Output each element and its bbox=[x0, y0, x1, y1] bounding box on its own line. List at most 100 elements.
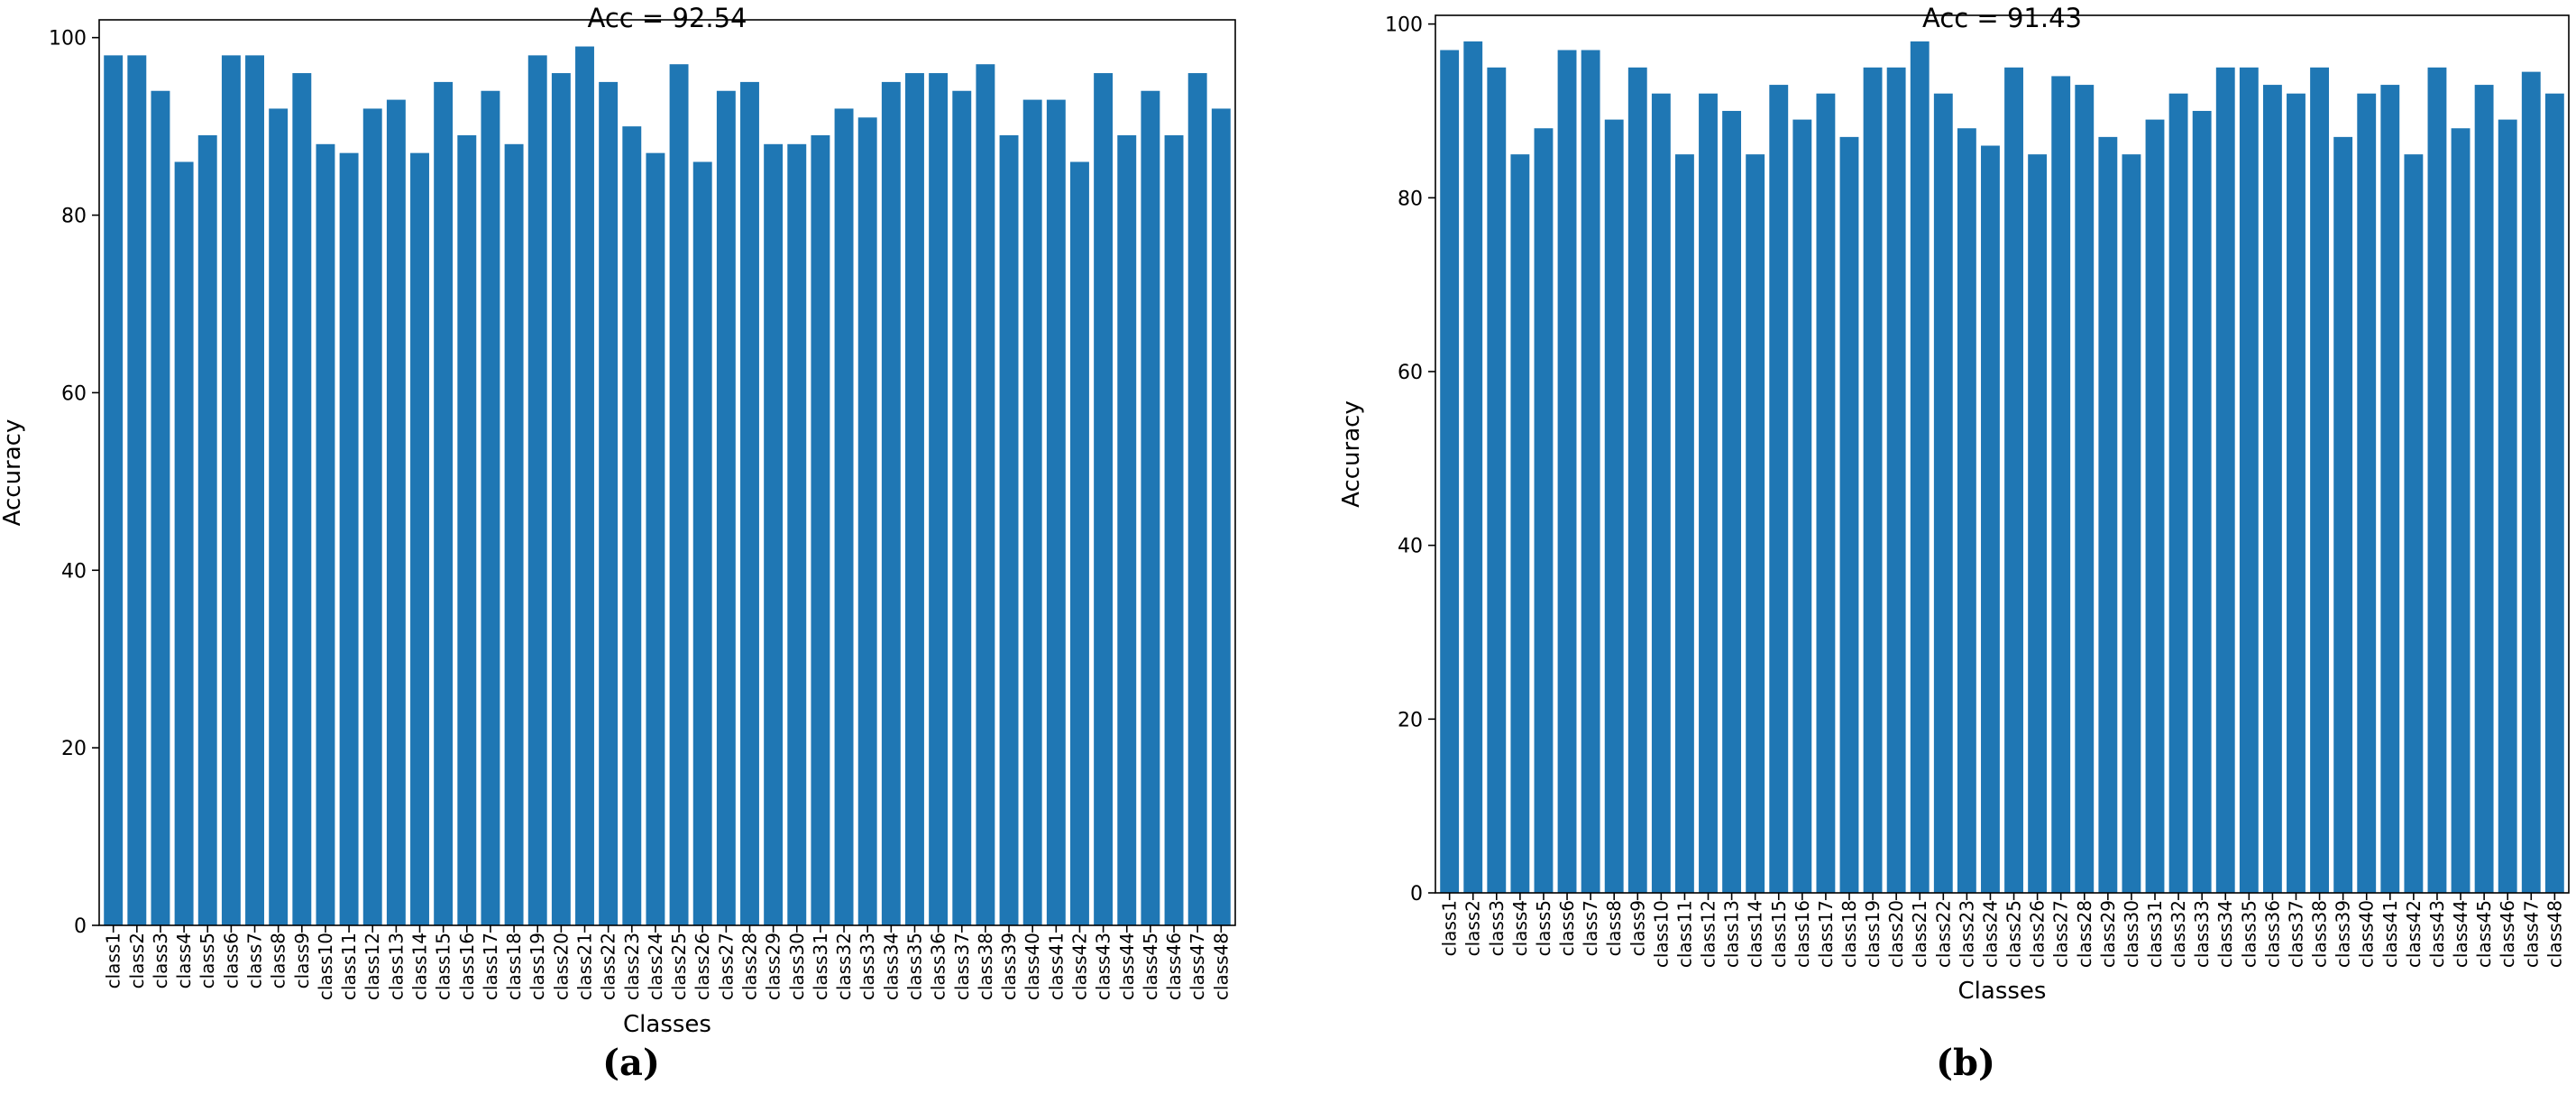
bar-class20 bbox=[551, 73, 571, 925]
y-tick-label: 100 bbox=[1385, 14, 1423, 37]
bar-class37 bbox=[2287, 93, 2306, 893]
bar-class47 bbox=[2521, 71, 2541, 894]
x-tick-label: class14 bbox=[1745, 900, 1766, 968]
plot-frame bbox=[98, 19, 1236, 926]
bar-class15 bbox=[1769, 85, 1789, 893]
x-tick-label: class20 bbox=[1885, 900, 1907, 968]
bar-class24 bbox=[1981, 145, 2000, 893]
bar-class44 bbox=[2451, 128, 2471, 894]
bar-class1 bbox=[104, 55, 124, 926]
y-tick-label: 80 bbox=[61, 206, 87, 228]
bar-class36 bbox=[2262, 85, 2282, 893]
x-axis-label: Classes bbox=[1958, 978, 2047, 1005]
chart-title: Acc = 92.54 bbox=[588, 3, 747, 33]
bar-class34 bbox=[881, 81, 901, 925]
x-tick-label: class26 bbox=[2027, 900, 2049, 968]
x-tick-label: class15 bbox=[1768, 900, 1790, 968]
bar-class4 bbox=[1510, 154, 1530, 893]
y-tick-label: 100 bbox=[49, 28, 87, 51]
x-tick-label: class39 bbox=[998, 933, 1020, 1000]
x-tick-label: class28 bbox=[2074, 900, 2095, 968]
x-tick-label: class48 bbox=[2544, 900, 2565, 968]
x-tick-label: class13 bbox=[385, 933, 407, 1000]
x-tick-label: class34 bbox=[2214, 900, 2236, 968]
bar-class25 bbox=[669, 64, 689, 926]
bar-class28 bbox=[740, 81, 759, 925]
x-tick-label: class21 bbox=[574, 933, 596, 1000]
x-tick-label: class31 bbox=[810, 933, 831, 1000]
x-tick-label: class28 bbox=[738, 933, 760, 1000]
x-tick-label: class27 bbox=[715, 933, 737, 1000]
bar-class16 bbox=[1792, 119, 1812, 894]
bar-class5 bbox=[197, 134, 217, 925]
x-tick-label: class42 bbox=[1068, 933, 1090, 1000]
bar-class11 bbox=[1675, 154, 1694, 893]
x-tick-label: class18 bbox=[1838, 900, 1860, 968]
bar-class10 bbox=[316, 143, 335, 926]
bar-class23 bbox=[622, 126, 642, 925]
bar-class17 bbox=[481, 90, 500, 925]
x-tick-label: class4 bbox=[1509, 900, 1531, 956]
y-tick-label: 60 bbox=[61, 382, 87, 405]
x-tick-label: class23 bbox=[621, 933, 643, 1000]
bar-class14 bbox=[410, 152, 429, 925]
bar-class31 bbox=[811, 134, 830, 925]
x-tick-label: class39 bbox=[2333, 900, 2354, 968]
bar-class43 bbox=[1094, 73, 1114, 925]
x-tick-label: class16 bbox=[456, 933, 478, 1000]
x-tick-label: class36 bbox=[2261, 900, 2283, 968]
x-tick-label: class29 bbox=[763, 933, 784, 1000]
panel-label: (b) bbox=[1936, 1042, 1995, 1084]
bar-class16 bbox=[457, 134, 477, 925]
bar-class12 bbox=[1699, 93, 1718, 893]
chart-title: Acc = 91.43 bbox=[1922, 3, 2082, 33]
bar-class10 bbox=[1651, 93, 1671, 893]
y-tick-label: 60 bbox=[1398, 362, 1423, 384]
bar-class6 bbox=[1557, 50, 1577, 893]
x-tick-label: class37 bbox=[951, 933, 973, 1000]
bar-class20 bbox=[1886, 67, 1906, 894]
bar-class32 bbox=[834, 108, 854, 926]
x-tick-label: class34 bbox=[880, 933, 902, 1000]
bar-class23 bbox=[1957, 128, 1976, 894]
x-tick-label: class21 bbox=[1909, 900, 1930, 968]
bar-class30 bbox=[2122, 154, 2141, 893]
bar-class27 bbox=[2051, 76, 2071, 893]
bar-class29 bbox=[764, 143, 784, 926]
x-tick-label: class25 bbox=[2003, 900, 2025, 968]
x-tick-label: class38 bbox=[2309, 900, 2331, 968]
x-tick-label: class40 bbox=[1022, 933, 1043, 1000]
bar-class30 bbox=[787, 143, 807, 926]
x-tick-label: class2 bbox=[126, 933, 148, 988]
x-tick-label: class30 bbox=[2121, 900, 2142, 968]
y-axis-label: Accuracy bbox=[0, 419, 26, 527]
bar-class38 bbox=[2310, 67, 2329, 894]
x-tick-label: class43 bbox=[1093, 933, 1114, 1000]
bar-class40 bbox=[1022, 99, 1042, 926]
x-tick-label: class36 bbox=[928, 933, 949, 1000]
bar-class33 bbox=[857, 117, 877, 925]
bar-class36 bbox=[929, 73, 949, 925]
bar-class1 bbox=[1440, 50, 1460, 893]
x-tick-label: class5 bbox=[1533, 900, 1554, 956]
y-tick-label: 40 bbox=[1398, 536, 1423, 558]
x-tick-label: class41 bbox=[2379, 900, 2401, 968]
x-tick-label: class14 bbox=[409, 933, 431, 1000]
bar-class4 bbox=[174, 161, 194, 926]
bar-class25 bbox=[2004, 67, 2023, 894]
x-tick-label: class3 bbox=[1486, 900, 1508, 956]
x-tick-label: class45 bbox=[1140, 933, 1161, 1000]
bar-class7 bbox=[245, 55, 264, 926]
bar-class28 bbox=[2075, 85, 2095, 893]
x-tick-label: class45 bbox=[2473, 900, 2495, 968]
x-tick-label: class9 bbox=[291, 933, 313, 988]
x-axis-label: Classes bbox=[623, 1011, 711, 1038]
bar-class45 bbox=[2474, 85, 2494, 893]
x-tick-label: class8 bbox=[1603, 900, 1625, 956]
x-tick-label: class16 bbox=[1792, 900, 1813, 968]
bar-class35 bbox=[905, 73, 924, 925]
x-tick-label: class32 bbox=[2168, 900, 2189, 968]
bar-class38 bbox=[976, 64, 995, 926]
